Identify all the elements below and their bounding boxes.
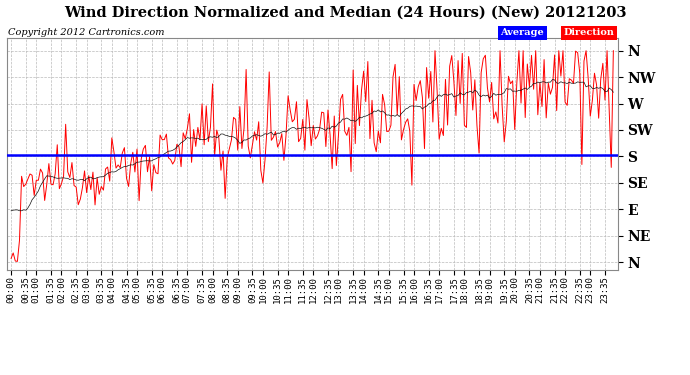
Text: Direction: Direction [564, 28, 615, 37]
Text: Copyright 2012 Cartronics.com: Copyright 2012 Cartronics.com [8, 28, 165, 37]
Text: Average: Average [500, 28, 544, 37]
Text: Wind Direction Normalized and Median (24 Hours) (New) 20121203: Wind Direction Normalized and Median (24… [63, 6, 627, 20]
